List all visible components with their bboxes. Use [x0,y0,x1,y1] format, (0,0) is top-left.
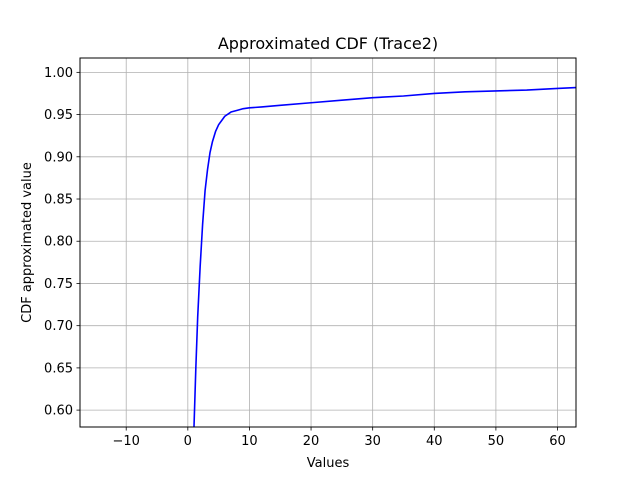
x-tick-label: −10 [112,434,139,449]
y-tick-label: 0.70 [44,319,73,334]
y-tick-label: 0.90 [44,150,73,165]
y-tick-label: 1.00 [44,66,73,81]
y-tick-label: 0.95 [44,108,73,123]
y-tick-label: 0.65 [44,361,73,376]
plot-frame [79,57,577,428]
ticks: −10 0 10 20 30 40 50 60 0.60 0.65 0.70 0.75 0.80 0.85… [44,66,566,449]
series-line [193,86,576,427]
x-tick-label: 40 [426,434,443,449]
x-tick-label: 30 [364,434,381,449]
x-axis-label: Values [307,456,350,471]
x-tick-label: 50 [488,434,505,449]
grid [80,58,576,427]
y-axis-label: CDF approximated value [20,162,35,323]
plot-lines [193,86,576,427]
x-tick-label: 60 [549,434,566,449]
y-tick-label: 0.60 [44,404,73,419]
x-tick-label: 20 [303,434,320,449]
y-tick-label: 0.80 [44,235,73,250]
y-tick-label: 0.75 [44,277,73,292]
x-tick-label: 10 [241,434,258,449]
y-tick-label: 0.85 [44,193,73,208]
x-tick-label: 0 [184,434,192,449]
chart-title: Approximated CDF (Trace2) [218,34,438,53]
